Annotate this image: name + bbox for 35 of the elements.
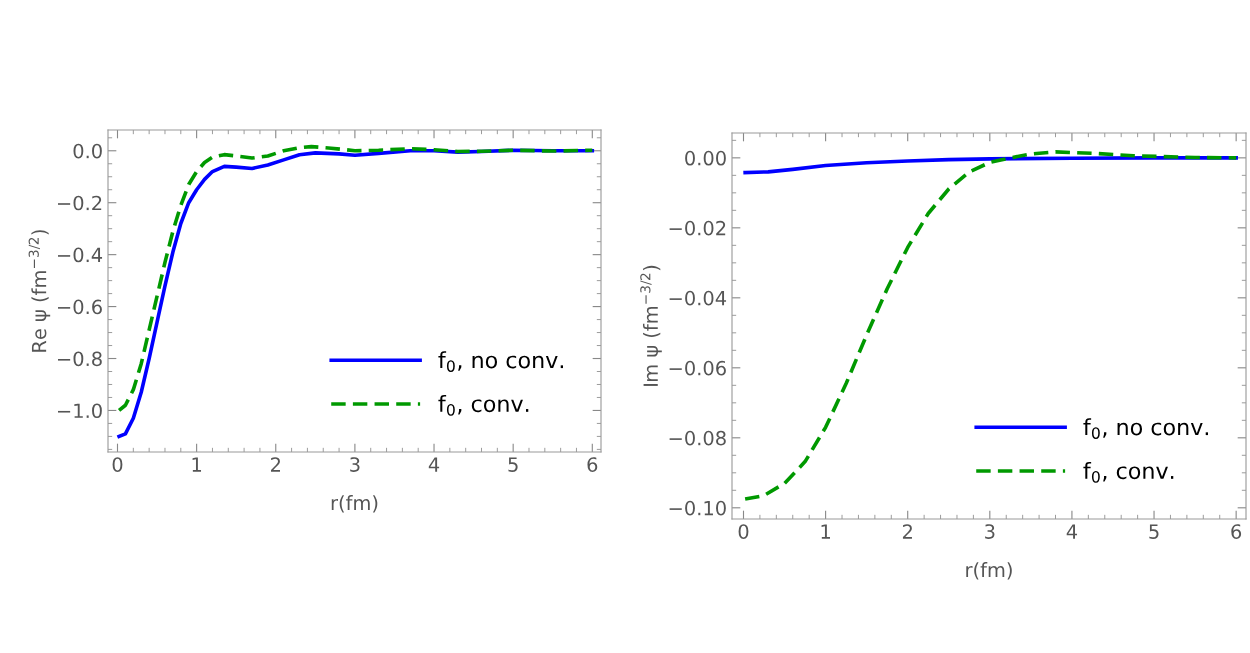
y-tick-label: −0.10: [669, 500, 726, 516]
y-tick-label: 0.0: [73, 143, 102, 159]
x-axis-title: r(fm): [966, 562, 1012, 580]
x-tick-label: 0: [738, 524, 749, 539]
y-tick-label: 0.00: [685, 150, 726, 166]
y-tick-label: −0.06: [669, 360, 726, 376]
y-tick-label: −0.08: [669, 430, 726, 446]
x-tick-label: 5: [508, 457, 518, 472]
y-axis-title: Im ψ (fm$^{−3/2}$): [640, 265, 662, 386]
x-tick-label: 3: [350, 457, 360, 472]
line-series: [743, 150, 1238, 501]
x-tick-label: 4: [428, 457, 440, 472]
y-tick-label: −0.2: [57, 195, 102, 211]
x-tick-label: 3: [985, 524, 995, 539]
y-tick-label: −0.8: [57, 351, 102, 367]
x-tick-label: 6: [587, 457, 598, 472]
x-tick-label: 1: [192, 457, 202, 472]
y-tick-label: −0.04: [669, 290, 727, 306]
x-tick-label: 4: [1066, 524, 1078, 539]
x-tick-label: 1: [821, 524, 830, 539]
x-tick-label: 2: [902, 524, 912, 539]
legend-label: f$_{0}$, no conv.: [1083, 418, 1209, 439]
y-tick-label: −1.0: [57, 403, 102, 419]
y-tick-label: −0.4: [57, 247, 103, 263]
y-tick-label: −0.6: [57, 299, 102, 315]
y-tick-label: −0.02: [669, 220, 726, 236]
legend-label: f$_{0}$, conv.: [438, 394, 529, 416]
x-tick-label: 6: [1231, 524, 1242, 539]
x-tick-label: 0: [112, 457, 123, 472]
x-axis-title: r(fm): [331, 495, 378, 513]
x-tick-label: 2: [271, 457, 280, 472]
legend-label: f$_{0}$, no conv.: [438, 351, 564, 372]
legend-label: f$_{0}$, conv.: [1083, 461, 1174, 483]
x-tick-label: 5: [1149, 524, 1159, 539]
y-axis-title: Re ψ (fm$^{−3/2}$): [28, 230, 51, 352]
